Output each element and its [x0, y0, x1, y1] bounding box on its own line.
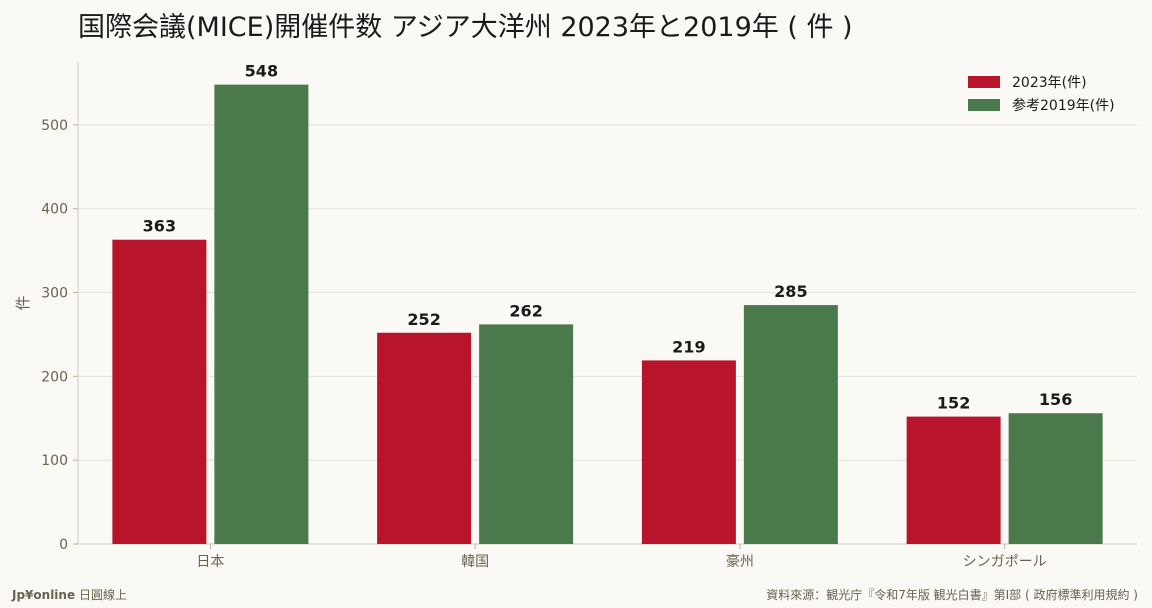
x-tick-label: 韓国	[461, 554, 489, 570]
legend-swatch-2019	[968, 98, 1000, 111]
bar-2023	[906, 416, 1001, 544]
bar-2019	[479, 324, 574, 544]
legend-item-2019: 参考2019年(件)	[968, 93, 1115, 116]
chart-title-main: 国際会議(MICE)開催件数 アジア大洋州 2023年と2019年	[78, 12, 779, 43]
brand-name: Jp¥online	[12, 588, 76, 602]
data-label: 252	[407, 310, 440, 329]
footer-source: 資料來源：観光庁『令和7年版 観光白書』第I部 ( 政府標準利用規約 )	[766, 588, 1138, 602]
legend-label-2023: 2023年(件)	[1012, 74, 1087, 91]
x-tick-label: 豪州	[726, 554, 754, 570]
legend: 2023年(件) 参考2019年(件)	[968, 70, 1115, 116]
bar-2023	[377, 332, 472, 544]
legend-item-2023: 2023年(件)	[968, 70, 1115, 93]
y-tick-label: 100	[41, 453, 68, 469]
y-tick-label: 300	[41, 286, 68, 302]
y-tick-label: 200	[41, 369, 68, 385]
bar-2019	[1008, 413, 1103, 544]
chart-title: 国際会議(MICE)開催件数 アジア大洋州 2023年と2019年 ( 件 )	[78, 8, 853, 48]
y-tick-label: 0	[59, 537, 68, 553]
data-label: 156	[1039, 390, 1072, 409]
brand-suffix: 日圓線上	[78, 588, 127, 602]
data-label: 262	[509, 301, 542, 320]
legend-swatch-2023	[968, 75, 1000, 88]
data-label: 548	[245, 62, 278, 81]
x-tick-label: 日本	[196, 554, 224, 570]
bar-2023	[112, 239, 207, 544]
data-label: 363	[143, 217, 176, 236]
footer-brand: Jp¥online 日圓線上	[12, 586, 127, 603]
bar-2019	[743, 305, 838, 544]
data-label: 285	[774, 282, 807, 301]
chart-title-unit: ( 件 )	[787, 12, 853, 43]
y-tick-label: 500	[41, 118, 68, 134]
data-label: 219	[672, 337, 705, 356]
bar-2019	[214, 84, 309, 544]
x-tick-label: シンガポール	[963, 554, 1047, 570]
data-label: 152	[937, 394, 970, 413]
legend-label-2019: 参考2019年(件)	[1012, 97, 1115, 114]
y-axis-label: 件	[14, 295, 32, 310]
y-tick-label: 400	[41, 202, 68, 218]
bar-2023	[641, 360, 736, 544]
